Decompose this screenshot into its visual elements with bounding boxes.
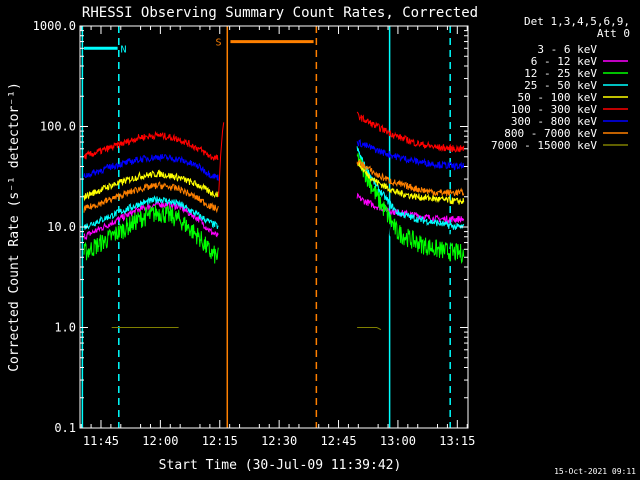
series-line-segment bbox=[356, 158, 465, 205]
series-line-segment bbox=[83, 195, 219, 230]
legend-label: 25 - 50 keV bbox=[524, 79, 597, 92]
legend-label: 12 - 25 keV bbox=[524, 67, 597, 80]
chart-title: RHESSI Observing Summary Count Rates, Co… bbox=[82, 5, 478, 21]
legend-label: 3 - 6 keV bbox=[537, 43, 597, 56]
series-300-800-kev bbox=[83, 138, 465, 181]
series-line-segment bbox=[83, 205, 219, 264]
legend-title: Det 1,3,4,5,6,9, Att 0 bbox=[524, 15, 630, 40]
attenuator-state-label: S bbox=[216, 38, 222, 49]
flare-spike bbox=[218, 122, 225, 197]
legend-label: 50 - 100 keV bbox=[518, 91, 598, 104]
series-line-segment bbox=[356, 159, 465, 198]
series-50-100-kev bbox=[83, 158, 465, 205]
x-tick-label: 13:15 bbox=[439, 434, 475, 448]
legend-label: 7000 - 15000 keV bbox=[491, 139, 597, 152]
y-axis-ticks: 0.1 1.0 10.0 100.0 1000.0 bbox=[33, 19, 468, 435]
x-axis-ticks: 11:45 12:00 12:15 12:30 12:45 13:00 13:15 bbox=[80, 26, 475, 448]
x-tick-label: 13:00 bbox=[380, 434, 416, 448]
series-line-segment bbox=[356, 153, 465, 264]
series-line-segment bbox=[356, 204, 465, 251]
x-tick-label: 12:00 bbox=[142, 434, 178, 448]
x-tick-label: 12:45 bbox=[320, 434, 356, 448]
y-axis-label: Corrected Count Rate (s⁻¹ detector⁻¹) bbox=[7, 82, 22, 372]
y-tick-label: 0.1 bbox=[54, 421, 76, 435]
series-100-300-kev bbox=[84, 111, 465, 161]
series-line-segment bbox=[356, 192, 465, 225]
legend-label: 300 - 800 keV bbox=[511, 115, 597, 128]
series-line-segment bbox=[356, 138, 465, 171]
series-line-segment bbox=[83, 181, 219, 214]
legend-label: 6 - 12 keV bbox=[531, 55, 598, 68]
series-12-25-kev bbox=[83, 153, 465, 264]
series-line-segment bbox=[357, 327, 382, 331]
x-tick-label: 11:45 bbox=[83, 434, 119, 448]
legend-label: 100 - 300 keV bbox=[511, 103, 597, 116]
series-line-segment bbox=[83, 169, 219, 202]
x-axis-label: Start Time (30-Jul-09 11:39:42) bbox=[159, 458, 402, 473]
legend-title-line-1: Det 1,3,4,5,6,9, bbox=[524, 15, 630, 28]
series-800-7000-kev bbox=[83, 159, 465, 214]
x-tick-label: 12:15 bbox=[202, 434, 238, 448]
attenuator-markers: NS bbox=[83, 38, 314, 55]
series-line-segment bbox=[356, 111, 465, 153]
series-line-segment bbox=[83, 153, 219, 181]
series-7000-15000-kev bbox=[111, 327, 382, 331]
series-line-segment bbox=[84, 130, 219, 161]
series-layer bbox=[83, 111, 465, 331]
y-tick-label: 1000.0 bbox=[33, 19, 76, 33]
y-tick-label: 100.0 bbox=[40, 120, 76, 134]
legend-title-line-2: Att 0 bbox=[597, 27, 630, 40]
x-tick-label: 12:30 bbox=[261, 434, 297, 448]
y-tick-label: 1.0 bbox=[54, 321, 76, 335]
attenuator-state-label: N bbox=[121, 44, 127, 55]
generation-timestamp: 15-Oct-2021 09:11 bbox=[554, 467, 636, 476]
y-tick-label: 10.0 bbox=[47, 220, 76, 234]
legend-label: 800 - 7000 keV bbox=[504, 127, 597, 140]
